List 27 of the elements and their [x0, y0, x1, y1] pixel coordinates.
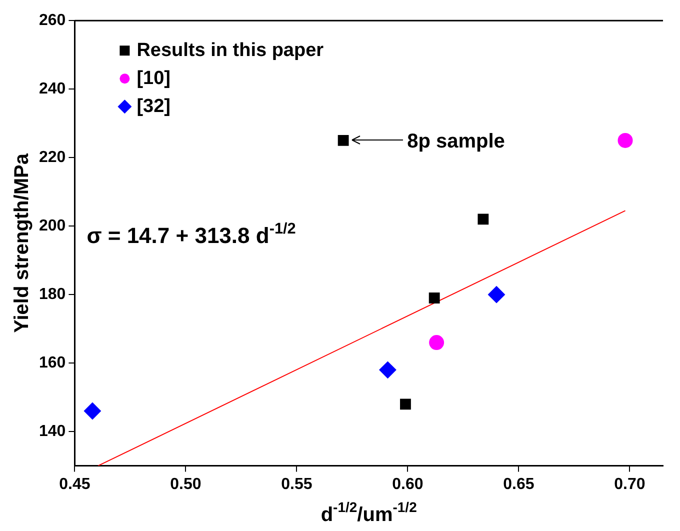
y-tick-label: 140 [38, 422, 66, 440]
y-tick-label: 160 [38, 354, 66, 372]
point [488, 286, 505, 304]
x-tick-label: 0.55 [281, 476, 312, 493]
y-axis-title: Yield strength/MPa [11, 152, 33, 333]
legend-label: [10] [136, 68, 170, 89]
x-tick-label: 0.50 [170, 476, 202, 493]
x-tick-label: 0.60 [392, 476, 424, 493]
y-tick-label: 240 [38, 80, 66, 98]
point [618, 132, 633, 148]
point [84, 402, 101, 420]
point [338, 135, 349, 146]
y-tick-label: 200 [38, 217, 66, 234]
point [478, 214, 489, 225]
y-tick-label: 180 [38, 286, 66, 303]
annotation: 8p sample [407, 130, 505, 152]
legend-label: [32] [136, 96, 170, 117]
legend-label: Results in this paper [136, 40, 324, 61]
x-tick-label: 0.45 [59, 476, 90, 493]
point [379, 361, 396, 378]
point [400, 398, 411, 410]
x-tick-label: 0.70 [614, 476, 646, 493]
point [428, 292, 440, 304]
point [429, 335, 444, 350]
y-tick-label: 260 [38, 12, 66, 30]
x-tick-label: 0.65 [503, 476, 534, 493]
y-tick-label: 220 [38, 148, 66, 166]
